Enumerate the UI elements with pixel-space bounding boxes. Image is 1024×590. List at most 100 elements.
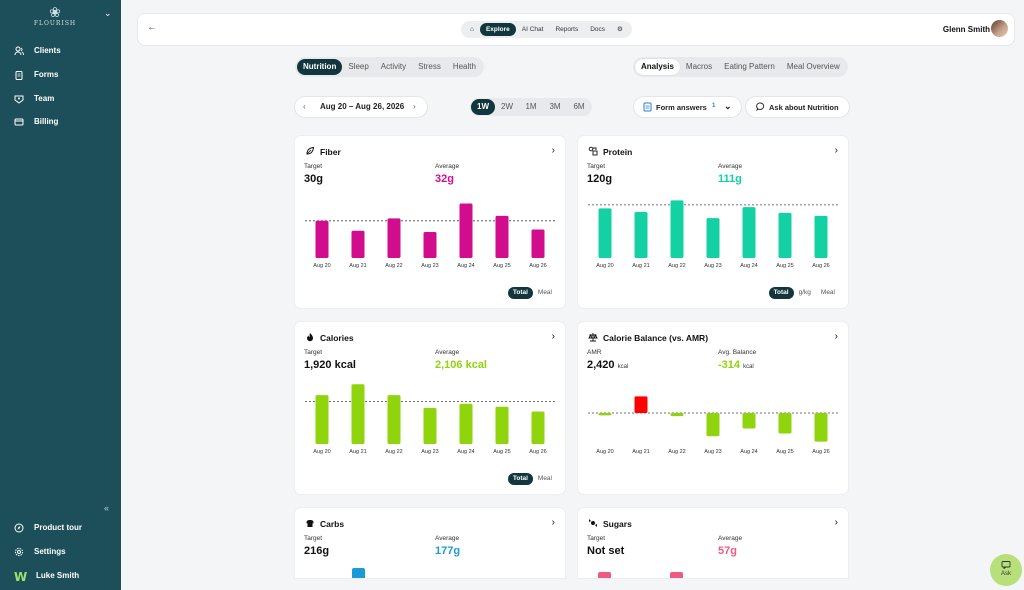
sugars-card[interactable]: Sugars › Target Average Not set 57g — [578, 508, 848, 578]
sidebar-item-label: Clients — [34, 46, 61, 55]
x-tick-label: Aug 26 — [812, 263, 829, 269]
toggle-total[interactable]: Total — [507, 473, 533, 485]
average-label: Average — [718, 163, 743, 170]
sidebar-item-label: Billing — [34, 117, 59, 126]
sidebar-item-label: Luke Smith — [36, 571, 80, 580]
sidebar-item-account[interactable]: Luke Smith — [0, 566, 121, 586]
sidebar-item-team[interactable]: Team — [0, 89, 121, 109]
card-title: Sugars — [603, 519, 632, 529]
range-1w[interactable]: 1W — [471, 99, 495, 115]
toggle-g-per-kg[interactable]: g/kg — [798, 289, 811, 296]
chevron-right-icon[interactable]: › — [551, 517, 555, 528]
chevron-left-icon[interactable]: ‹ — [303, 102, 306, 111]
average-value: 57g — [718, 545, 737, 557]
tab-macros[interactable]: Macros — [685, 62, 713, 71]
carbs-card[interactable]: Carbs › Target Average 216g 177g — [295, 508, 565, 578]
collapse-sidebar-icon[interactable]: « — [104, 503, 110, 513]
back-arrow-icon[interactable]: ← — [147, 22, 157, 33]
x-tick-label: Aug 21 — [349, 263, 366, 269]
chevron-right-icon[interactable]: › — [413, 102, 416, 111]
chevron-right-icon[interactable]: › — [834, 517, 838, 528]
calorie-balance-card[interactable]: Calorie Balance (vs. AMR) › AMR Avg. Bal… — [578, 322, 848, 494]
x-tick-label: Aug 21 — [632, 263, 649, 269]
toggle-meal[interactable]: Meal — [537, 475, 552, 482]
range-3m[interactable]: 3M — [549, 102, 561, 111]
chevron-right-icon[interactable]: › — [834, 145, 838, 156]
chart-bar — [670, 572, 683, 578]
ask-about-nutrition-label: Ask about Nutrition — [769, 103, 839, 112]
target-value: 30g — [304, 173, 323, 185]
ask-fab-button[interactable]: Ask — [990, 554, 1022, 586]
toggle-total[interactable]: Total — [507, 287, 533, 299]
sidebar-item-product-tour[interactable]: Product tour — [0, 518, 121, 538]
tab-explore[interactable]: Explore — [479, 23, 516, 36]
chevron-right-icon[interactable]: › — [551, 145, 555, 156]
x-tick-label: Aug 22 — [668, 263, 685, 269]
chart-bar — [742, 413, 756, 429]
chart-bar — [423, 231, 437, 258]
chart-bar — [778, 413, 792, 434]
x-tick-label: Aug 25 — [493, 449, 510, 455]
toggle-total[interactable]: Total — [768, 287, 794, 299]
toggle-meal[interactable]: Meal — [820, 289, 835, 296]
sidebar-item-label: Forms — [34, 70, 59, 79]
chevron-right-icon[interactable]: › — [834, 331, 838, 342]
target-label: Target — [304, 163, 323, 170]
average-value: 111g — [718, 173, 742, 185]
tab-sleep[interactable]: Sleep — [348, 62, 369, 71]
calories-card[interactable]: Calories › Target Average 1,920 kcal 2,1… — [295, 322, 565, 494]
leaf-icon — [306, 146, 315, 155]
tab-meal-overview[interactable]: Meal Overview — [786, 62, 840, 71]
tab-nutrition[interactable]: Nutrition — [297, 59, 343, 75]
brand-logo[interactable]: ❀ FLOURISH — [33, 5, 77, 27]
avg-balance-label: Avg. Balance — [718, 349, 757, 356]
x-tick-label: Aug 21 — [349, 449, 366, 455]
x-tick-label: Aug 23 — [421, 263, 438, 269]
chevron-right-icon[interactable]: › — [551, 331, 555, 342]
tab-analysis[interactable]: Analysis — [635, 59, 680, 75]
x-tick-label: Aug 23 — [704, 449, 721, 455]
chart-bar — [598, 413, 612, 416]
w-logo-icon: W — [14, 570, 28, 584]
x-tick-label: Aug 22 — [668, 449, 685, 455]
avatar[interactable] — [991, 20, 1008, 37]
form-answers-button[interactable]: Form answers 1 ⌄ — [634, 97, 741, 117]
chart-bar — [351, 384, 365, 444]
chevron-down-icon[interactable]: ⌄ — [104, 8, 112, 18]
fiber-chart: Aug 20 Aug 21 Aug 22 Aug 23 Aug 24 Aug 25 Aug … — [305, 203, 557, 269]
protein-card[interactable]: Protein › Target Average 120g 111g Aug 2… — [578, 136, 848, 308]
tab-health[interactable]: Health — [452, 62, 476, 71]
tab-stress[interactable]: Stress — [418, 62, 441, 71]
range-selector: 1W 2W 1M 3M 6M — [470, 98, 592, 116]
x-tick-label: Aug 22 — [385, 449, 402, 455]
tab-docs[interactable]: Docs — [590, 26, 606, 33]
sidebar-item-billing[interactable]: Billing — [0, 112, 121, 132]
fiber-card[interactable]: Fiber › Target Average 30g 32g Aug 20 Aug… — [295, 136, 565, 308]
tab-ai-chat[interactable]: AI Chat — [521, 26, 544, 33]
home-icon[interactable]: ⌂ — [470, 26, 474, 33]
tab-reports[interactable]: Reports — [555, 26, 579, 33]
ask-fab-label: Ask — [1000, 571, 1011, 577]
chart-bar — [352, 568, 365, 578]
target-label: Target — [304, 535, 323, 542]
toggle-meal[interactable]: Meal — [537, 289, 552, 296]
sidebar-item-clients[interactable]: Clients — [0, 41, 121, 61]
calories-chart: Aug 20 Aug 21 Aug 22 Aug 23 Aug 24 Aug 25 Aug … — [305, 384, 557, 455]
ask-about-nutrition-button[interactable]: Ask about Nutrition — [746, 97, 849, 117]
sidebar-item-settings[interactable]: Settings — [0, 542, 121, 562]
sidebar-item-forms[interactable]: Forms — [0, 65, 121, 85]
card-title: Carbs — [320, 519, 345, 529]
range-1m[interactable]: 1M — [525, 102, 537, 111]
chart-bar — [495, 406, 509, 444]
calorie-balance-chart: Aug 20 Aug 21 Aug 22 Aug 23 Aug 24 Aug 25 Aug … — [588, 396, 840, 455]
user-name[interactable]: Glenn Smith — [942, 25, 990, 34]
top-bar: ← ⌂ Explore AI Chat Reports Docs ⚙ Glenn… — [138, 14, 1014, 45]
range-6m[interactable]: 6M — [573, 102, 585, 111]
tab-activity[interactable]: Activity — [380, 62, 407, 71]
range-2w[interactable]: 2W — [501, 102, 513, 111]
tab-eating-pattern[interactable]: Eating Pattern — [724, 62, 775, 71]
x-tick-label: Aug 20 — [313, 449, 330, 455]
gear-icon[interactable]: ⚙ — [617, 26, 623, 33]
users-icon — [14, 46, 24, 56]
chart-bar — [670, 413, 684, 417]
